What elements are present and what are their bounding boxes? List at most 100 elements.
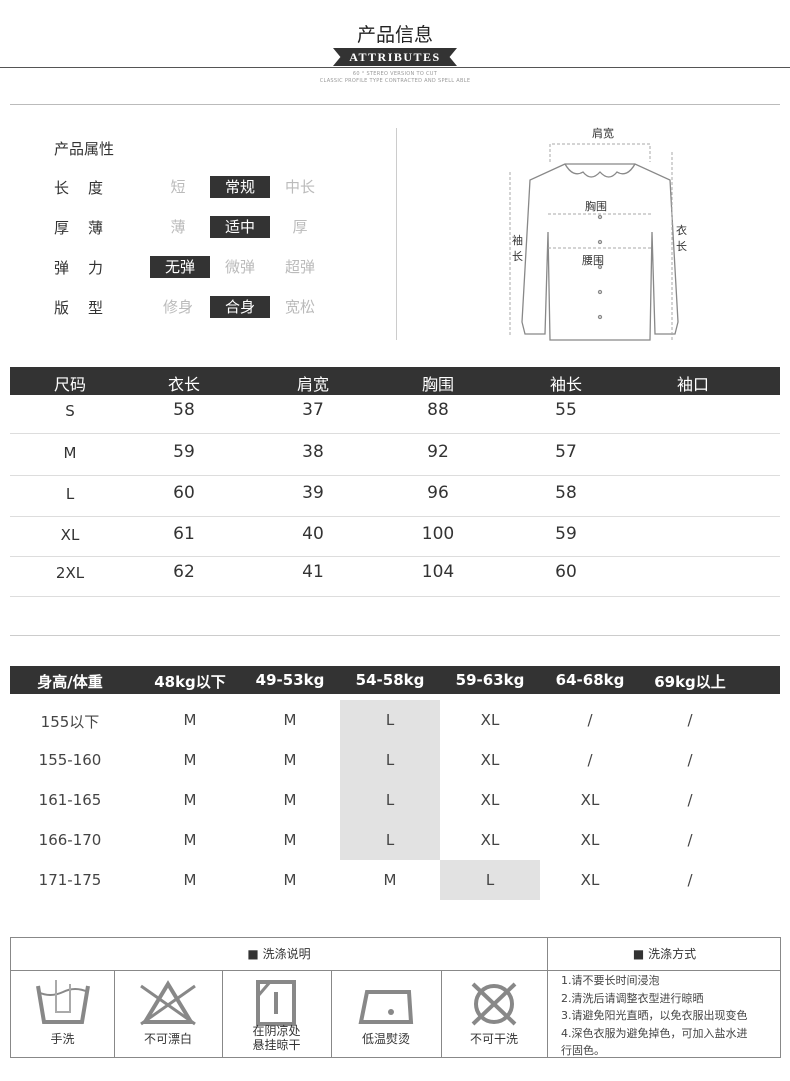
care-note: 4.深色衣服为避免掉色，可加入盐水进 xyxy=(561,1026,748,1040)
attribute-option: 中长 xyxy=(284,178,315,196)
hand-wash-icon xyxy=(35,980,90,1024)
divider xyxy=(10,635,780,636)
table-cell: XL xyxy=(480,711,500,729)
table-cell: 104 xyxy=(421,562,455,582)
low-iron-icon xyxy=(358,990,414,1024)
table-cell: M xyxy=(283,711,297,729)
column-header: 身高/体重 xyxy=(37,673,103,691)
row-separator xyxy=(10,516,780,517)
care-note: 2.清洗后请调整衣型进行晾晒 xyxy=(561,991,704,1005)
table-cell: 59 xyxy=(555,524,577,544)
no-dry-clean-icon xyxy=(471,982,517,1026)
column-header: 69kg以上 xyxy=(654,673,726,691)
table-cell: M xyxy=(383,871,397,889)
care-label: 低温熨烫 xyxy=(361,1032,410,1046)
column-header: 尺码 xyxy=(53,375,87,394)
care-notes: 1.请不要长时间浸泡 2.清洗后请调整衣型进行晾晒 3.请避免阳光直晒，以免衣服出现… xyxy=(557,972,748,1060)
table-cell: M xyxy=(283,791,297,809)
table-cell: / xyxy=(687,831,693,849)
table-cell: 161-165 xyxy=(38,791,102,809)
attribute-option: 微弹 xyxy=(224,258,255,276)
care-right-title: ■ 洗涤方式 xyxy=(632,947,697,961)
subtitle-line-1: 60 ° STEREO VERSION TO CUT xyxy=(352,71,438,77)
page-title: 产品信息 xyxy=(356,24,433,46)
column-header: 袖长 xyxy=(549,375,583,394)
table-cell: / xyxy=(687,871,693,889)
table-cell: 2XL xyxy=(55,564,85,582)
attribute-option: 合身 xyxy=(210,296,270,318)
attribute-option: 超弹 xyxy=(284,258,315,276)
attribute-option: 修身 xyxy=(162,298,193,316)
care-table: ■ 洗涤说明 ■ 洗涤方式 手洗 不可漂白 在阴凉处 悬挂晾干 低温熨烫 不可干洗 1.… xyxy=(10,937,781,1058)
column-header: 衣长 xyxy=(167,375,201,394)
table-cell: L xyxy=(65,485,75,503)
table-cell: M xyxy=(183,831,197,849)
table-cell: L xyxy=(485,871,495,889)
table-cell: XL xyxy=(480,791,500,809)
table-cell: 96 xyxy=(427,483,449,503)
column-header: 48kg以下 xyxy=(154,673,226,691)
table-cell: L xyxy=(385,751,395,769)
table-cell: 58 xyxy=(555,483,577,503)
care-note: 3.请避免阳光直晒，以免衣服出现变色 xyxy=(561,1009,748,1022)
column-header: 59-63kg xyxy=(455,671,525,689)
table-cell: M xyxy=(183,871,197,889)
table-cell: 57 xyxy=(555,442,577,462)
size-table-header: 尺码 衣长 肩宽 胸围 袖长 袖口 xyxy=(10,367,780,395)
table-cell: 40 xyxy=(302,524,324,544)
row-separator xyxy=(10,475,780,476)
table-cell: S xyxy=(65,402,75,420)
attribute-label: 弹 力 xyxy=(54,259,106,277)
table-cell: XL xyxy=(580,871,600,889)
divider xyxy=(10,104,780,105)
table-cell: 59 xyxy=(173,442,195,462)
table-cell: XL xyxy=(580,791,600,809)
fit-table-header: 身高/体重 48kg以下 49-53kg 54-58kg 59-63kg 64-68kg 6… xyxy=(10,666,780,694)
table-cell: / xyxy=(687,791,693,809)
svg-text:胸围: 胸围 xyxy=(585,199,607,213)
attribute-option: 宽松 xyxy=(284,298,315,316)
attribute-option: 厚 xyxy=(292,218,308,236)
no-bleach-icon xyxy=(140,980,196,1026)
shoulder-label: 肩宽 xyxy=(592,126,614,140)
table-cell: M xyxy=(283,871,297,889)
attribute-option: 短 xyxy=(170,178,186,196)
table-cell: / xyxy=(687,711,693,729)
table-cell: M xyxy=(63,444,77,462)
highlight-block xyxy=(440,860,540,900)
table-cell: XL xyxy=(60,526,80,544)
care-label: 不可干洗 xyxy=(469,1032,518,1046)
row-separator xyxy=(10,433,780,434)
table-cell: 58 xyxy=(173,400,195,420)
svg-text:腰围: 腰围 xyxy=(582,254,604,267)
highlight-block xyxy=(340,700,440,860)
column-header: 54-58kg xyxy=(355,671,425,689)
table-cell: M xyxy=(283,751,297,769)
svg-text:袖: 袖 xyxy=(512,233,523,247)
divider xyxy=(0,67,790,68)
care-label: 在阴凉处 悬挂晾干 xyxy=(252,1024,301,1052)
row-separator xyxy=(10,596,780,597)
svg-text:衣: 衣 xyxy=(676,223,687,237)
table-cell: M xyxy=(183,791,197,809)
table-cell: XL xyxy=(480,831,500,849)
table-cell: 155以下 xyxy=(40,713,100,731)
attribute-option: 薄 xyxy=(170,218,186,236)
table-cell: 60 xyxy=(555,562,577,582)
svg-text:长: 长 xyxy=(676,240,687,253)
table-cell: / xyxy=(687,751,693,769)
shade-dry-icon xyxy=(255,980,296,1026)
table-cell: 166-170 xyxy=(38,831,102,849)
care-note: 1.请不要长时间浸泡 xyxy=(561,974,660,987)
table-cell: 41 xyxy=(302,562,324,582)
care-left-title: ■ 洗涤说明 xyxy=(247,947,311,961)
column-header: 肩宽 xyxy=(296,375,330,394)
column-header: 64-68kg xyxy=(555,671,625,689)
table-cell: 38 xyxy=(302,442,324,462)
attribute-label: 版 型 xyxy=(54,299,106,317)
column-header: 胸围 xyxy=(421,375,455,394)
attributes-banner: ATTRIBUTES xyxy=(333,48,457,66)
shirt-diagram: 肩宽 胸围 腰围 袖长 衣长 xyxy=(509,126,687,341)
care-label: 不可漂白 xyxy=(143,1032,192,1046)
care-note: 行固色。 xyxy=(561,1044,605,1057)
